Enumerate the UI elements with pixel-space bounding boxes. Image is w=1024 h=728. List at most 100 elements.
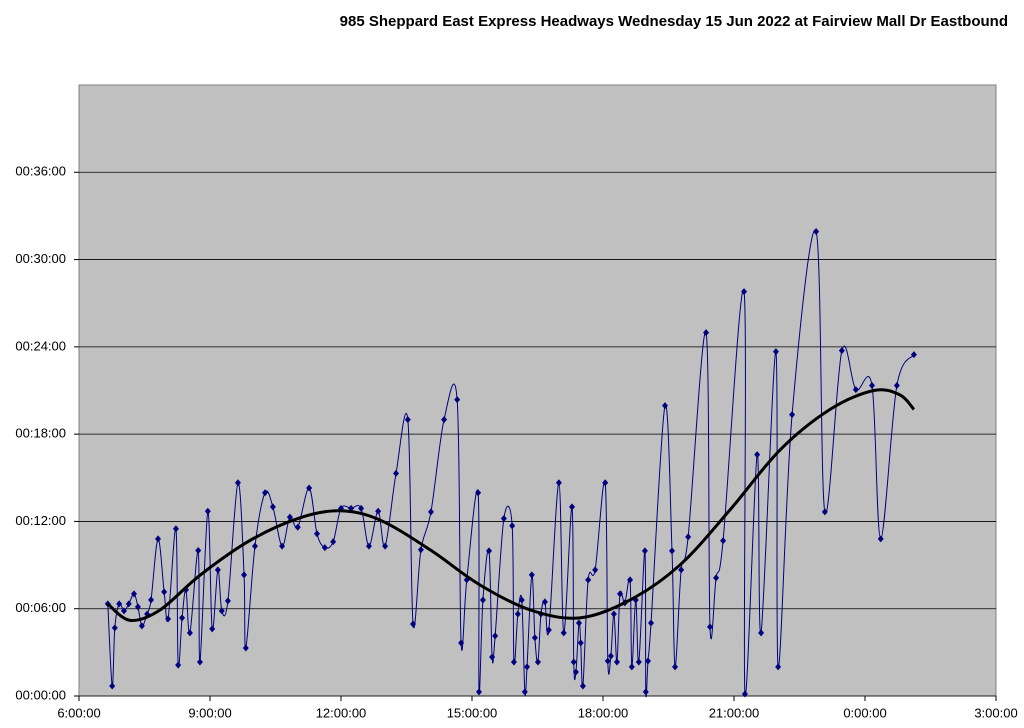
marker xyxy=(454,396,461,404)
marker xyxy=(262,489,269,497)
marker xyxy=(186,629,193,637)
x-tick-label: 6:00:00 xyxy=(57,705,100,720)
x-tick-label: 12:00:00 xyxy=(316,705,367,720)
marker xyxy=(568,503,575,511)
marker xyxy=(642,688,649,696)
marker xyxy=(685,533,692,541)
marker xyxy=(375,507,382,515)
marker xyxy=(678,566,685,574)
marker xyxy=(868,382,875,390)
marker xyxy=(610,610,617,618)
marker xyxy=(479,596,486,604)
marker xyxy=(528,571,535,579)
marker xyxy=(125,600,132,608)
marker xyxy=(613,658,620,666)
marker xyxy=(521,688,528,696)
marker xyxy=(172,525,179,533)
marker xyxy=(572,668,579,676)
marker xyxy=(648,619,655,627)
marker xyxy=(541,598,548,606)
marker xyxy=(306,484,313,492)
marker xyxy=(458,639,465,647)
marker xyxy=(279,542,286,550)
marker xyxy=(492,632,499,640)
marker xyxy=(560,629,567,637)
marker xyxy=(148,596,155,604)
series-line xyxy=(107,229,915,698)
plot-area xyxy=(78,84,997,697)
marker xyxy=(486,547,493,555)
marker xyxy=(330,538,337,546)
marker xyxy=(286,513,293,521)
marker xyxy=(775,663,782,671)
marker xyxy=(644,657,651,665)
marker xyxy=(524,663,531,671)
marker xyxy=(475,489,482,497)
marker xyxy=(365,542,372,550)
marker xyxy=(570,658,577,666)
marker xyxy=(662,402,669,410)
marker xyxy=(224,597,231,605)
y-tick-label: 00:24:00 xyxy=(15,338,66,353)
x-tick-label: 15:00:00 xyxy=(447,705,498,720)
marker xyxy=(196,658,203,666)
marker xyxy=(602,479,609,487)
marker xyxy=(877,535,884,543)
marker xyxy=(575,619,582,627)
marker xyxy=(577,639,584,647)
marker xyxy=(555,479,562,487)
marker xyxy=(585,576,592,584)
marker xyxy=(241,571,248,579)
marker xyxy=(531,634,538,642)
marker xyxy=(706,623,713,631)
marker xyxy=(668,547,675,555)
marker xyxy=(120,607,127,615)
marker xyxy=(131,590,138,598)
marker xyxy=(641,547,648,555)
marker xyxy=(417,546,424,554)
marker xyxy=(579,682,586,690)
x-tick-label: 21:00:00 xyxy=(709,705,760,720)
marker xyxy=(545,626,552,634)
marker xyxy=(234,479,241,487)
marker xyxy=(242,644,249,652)
marker xyxy=(382,542,389,550)
marker xyxy=(592,566,599,574)
marker xyxy=(404,416,411,424)
series-line xyxy=(106,388,916,623)
marker xyxy=(134,603,141,611)
marker xyxy=(116,600,123,608)
marker xyxy=(741,690,748,698)
marker xyxy=(427,508,434,516)
marker xyxy=(789,411,796,419)
marker xyxy=(441,416,448,424)
marker xyxy=(518,596,525,604)
marker xyxy=(475,688,482,696)
marker xyxy=(179,614,186,622)
marker xyxy=(720,537,727,545)
y-tick-label: 00:00:00 xyxy=(15,687,66,702)
marker xyxy=(218,607,225,615)
marker xyxy=(489,653,496,661)
marker xyxy=(509,522,516,530)
marker xyxy=(741,288,748,296)
marker xyxy=(155,535,162,543)
marker xyxy=(500,515,507,523)
marker xyxy=(294,523,301,531)
x-tick-label: 9:00:00 xyxy=(188,705,231,720)
marker xyxy=(672,663,679,671)
marker xyxy=(607,652,614,660)
marker xyxy=(358,504,365,512)
marker xyxy=(754,451,761,459)
marker xyxy=(510,658,517,666)
marker xyxy=(175,661,182,669)
marker xyxy=(703,329,710,337)
y-tick-label: 00:06:00 xyxy=(15,600,66,615)
marker xyxy=(758,629,765,637)
marker xyxy=(165,615,172,623)
marker xyxy=(772,348,779,356)
y-tick-label: 00:12:00 xyxy=(15,513,66,528)
marker xyxy=(393,469,400,477)
marker xyxy=(209,625,216,633)
